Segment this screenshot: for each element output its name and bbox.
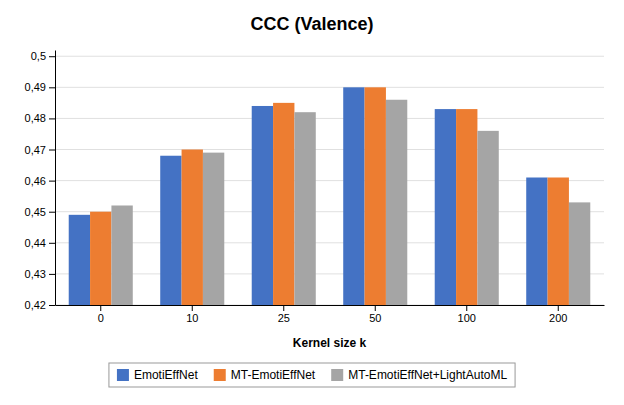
bar xyxy=(343,87,364,305)
y-tick: 0,5 xyxy=(31,50,55,62)
y-axis: 0,42 0,43 0,44 0,45 0,46 0,47 0,48 0,49 0,5 xyxy=(25,50,56,311)
y-tick-label: 0,45 xyxy=(25,206,46,218)
grid xyxy=(55,56,604,305)
bar xyxy=(548,178,569,306)
x-tick: 200 xyxy=(549,305,567,324)
y-tick: 0,45 xyxy=(25,206,55,218)
legend: EmotiEffNet MT-EmotiEffNet MT-EmotiEffNet+… xyxy=(109,363,515,387)
x-tick-label: 200 xyxy=(549,312,567,324)
x-axis: 0 10 25 50 100 200 xyxy=(56,305,605,324)
grid-line xyxy=(55,56,604,57)
bars xyxy=(69,87,591,305)
x-tick-label: 100 xyxy=(458,312,476,324)
y-tick: 0,47 xyxy=(25,144,55,156)
bar xyxy=(160,156,181,305)
y-tick-label: 0,47 xyxy=(25,144,46,156)
y-tick: 0,46 xyxy=(25,175,55,187)
y-tick-mark xyxy=(49,212,55,213)
bar xyxy=(435,109,456,305)
x-axis-line xyxy=(56,305,605,306)
bar xyxy=(294,112,315,305)
bar xyxy=(456,109,477,305)
bar xyxy=(365,87,386,305)
grid-line xyxy=(55,87,604,88)
y-tick-mark xyxy=(49,118,55,119)
grid-line xyxy=(55,273,604,274)
bar xyxy=(252,106,273,305)
x-tick: 100 xyxy=(458,305,476,324)
legend-frame xyxy=(109,363,515,387)
legend-swatch xyxy=(214,369,226,381)
y-axis-line xyxy=(55,51,56,306)
x-tick-mark xyxy=(466,305,467,311)
y-tick-mark xyxy=(49,87,55,88)
bar xyxy=(526,178,547,306)
title: CCC (Valence) xyxy=(250,14,373,34)
x-tick: 10 xyxy=(186,305,198,324)
legend-items: EmotiEffNet MT-EmotiEffNet MT-EmotiEffNet+… xyxy=(117,368,507,382)
x-tick-mark xyxy=(192,305,193,311)
y-tick-label: 0,42 xyxy=(25,299,46,311)
grid-line xyxy=(55,242,604,243)
x-tick-label: 10 xyxy=(186,312,198,324)
x-tick: 25 xyxy=(278,305,290,324)
bar xyxy=(477,131,498,305)
plot: 0,42 0,43 0,44 0,45 0,46 0,47 0,48 0,49 0,5 0 10 25… xyxy=(25,50,605,405)
grid-line xyxy=(55,180,604,181)
y-tick-label: 0,44 xyxy=(25,237,46,249)
y-tick-mark xyxy=(49,274,55,275)
y-tick: 0,44 xyxy=(25,237,55,249)
x-tick: 0 xyxy=(98,305,104,324)
legend-label: MT-EmotiEffNet xyxy=(231,368,316,382)
legend-label: MT-EmotiEffNet+LightAutoML xyxy=(348,368,507,382)
y-tick: 0,43 xyxy=(25,268,55,280)
bar xyxy=(182,150,203,305)
x-tick-mark xyxy=(375,305,376,311)
y-tick: 0,42 xyxy=(25,299,55,311)
legend-item: EmotiEffNet xyxy=(117,368,198,382)
legend-item: MT-EmotiEffNet xyxy=(214,368,316,382)
y-tick-label: 0,43 xyxy=(25,268,46,280)
y-tick-mark xyxy=(49,150,55,151)
grid-line xyxy=(55,211,604,212)
x-tick-mark xyxy=(283,305,284,311)
y-tick: 0,48 xyxy=(25,112,55,124)
legend-swatch xyxy=(117,369,129,381)
bar xyxy=(90,212,111,305)
legend-swatch xyxy=(331,369,343,381)
x-tick-mark xyxy=(100,305,101,311)
y-tick-label: 0,46 xyxy=(25,175,46,187)
y-tick-label: 0,49 xyxy=(25,81,46,93)
x-tick-label: 25 xyxy=(278,312,290,324)
y-tick-mark xyxy=(49,56,55,57)
chart: CCC (Valence)0,420,430,440,450,460,470,4… xyxy=(0,0,624,405)
bar xyxy=(273,103,294,305)
y-tick-mark xyxy=(49,305,55,306)
y-tick: 0,49 xyxy=(25,81,55,93)
y-tick-label: 0,48 xyxy=(25,112,46,124)
y-tick-mark xyxy=(49,181,55,182)
grid-line xyxy=(55,149,604,150)
legend-item: MT-EmotiEffNet+LightAutoML xyxy=(331,368,507,382)
y-tick-label: 0,5 xyxy=(31,50,46,62)
bar xyxy=(203,153,224,305)
x-tick: 50 xyxy=(369,305,381,324)
bar xyxy=(69,215,90,305)
y-tick-mark xyxy=(49,243,55,244)
grid-line xyxy=(55,305,604,306)
bar xyxy=(386,100,407,305)
grid-line xyxy=(55,118,604,119)
bar xyxy=(111,205,132,305)
x-tick-label: 0 xyxy=(98,312,104,324)
x-tick-label: 50 xyxy=(369,312,381,324)
bar xyxy=(569,202,590,305)
x-tick-mark xyxy=(558,305,559,311)
legend-label: EmotiEffNet xyxy=(134,368,198,382)
x-axis-title: Kernel size k xyxy=(293,336,367,350)
